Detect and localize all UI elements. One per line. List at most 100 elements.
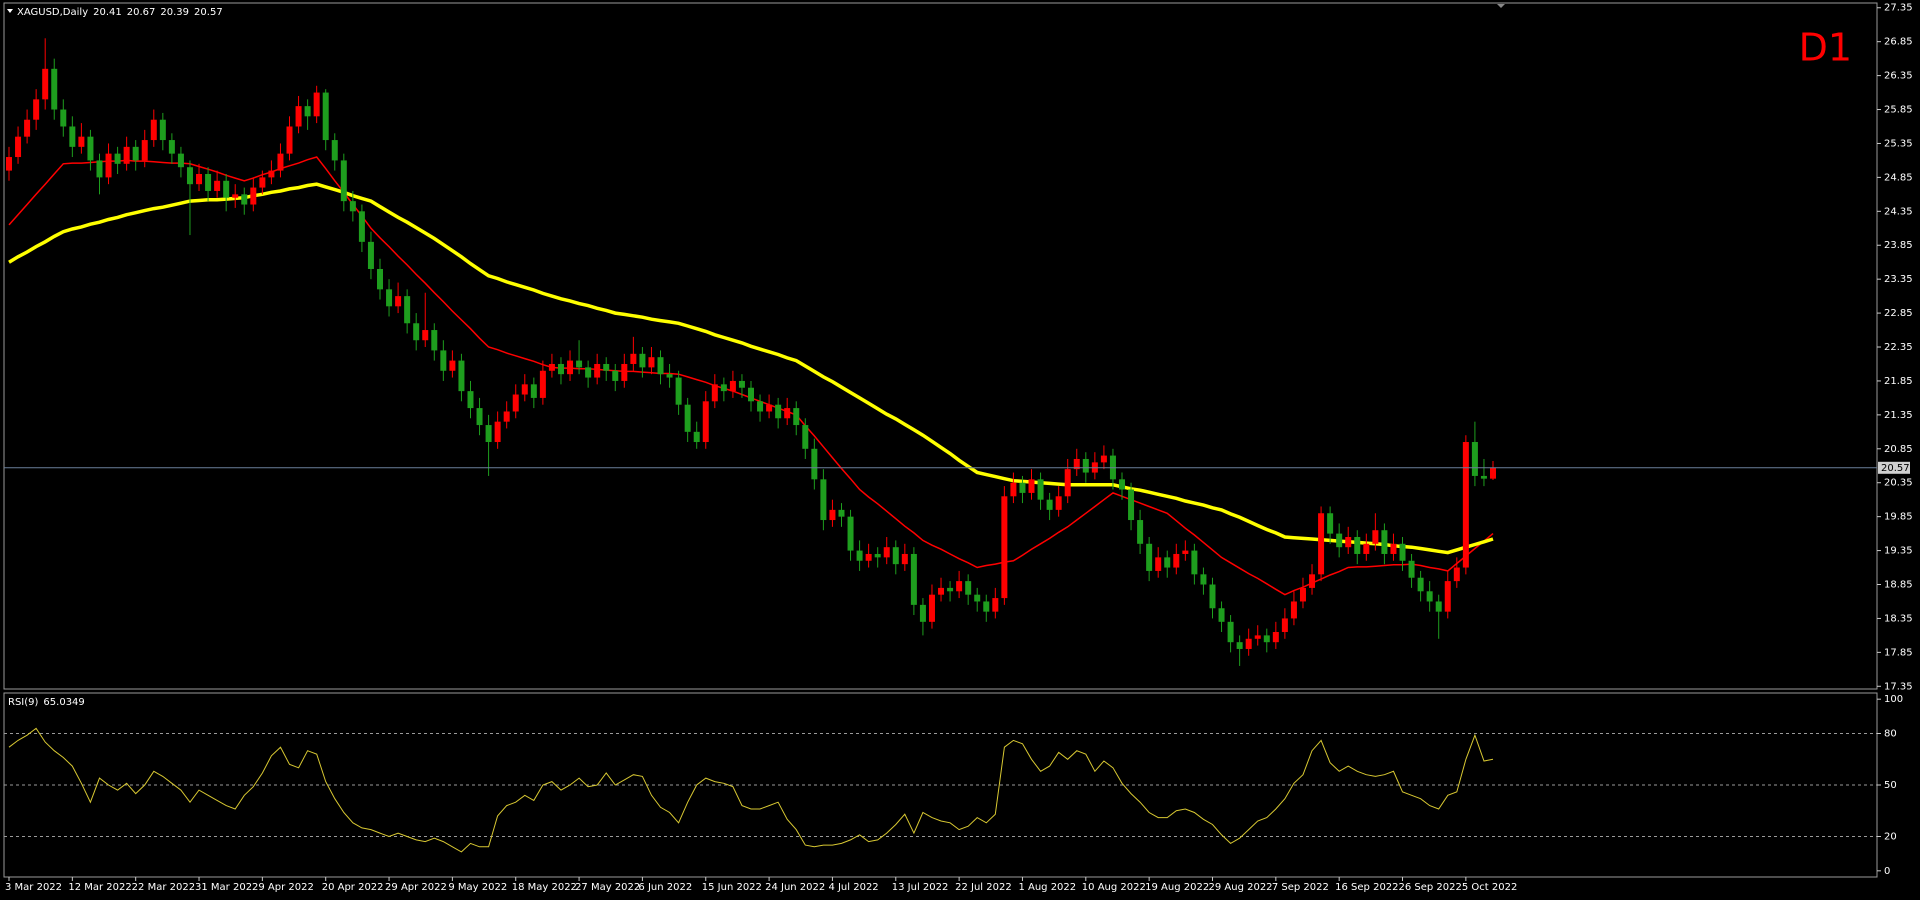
candle-body [404, 296, 411, 324]
candle-body [1399, 543, 1406, 561]
shift-marker[interactable] [1497, 4, 1505, 8]
candle-body [96, 160, 103, 178]
candle-body [838, 509, 845, 517]
candle-body [259, 177, 266, 188]
candle-body [965, 581, 972, 595]
candle-body [711, 384, 718, 402]
y-tick-label: 20.35 [1884, 478, 1913, 489]
candle-body [1327, 513, 1334, 534]
y-tick-label: 23.35 [1884, 274, 1913, 285]
y-tick-label: 17.85 [1884, 647, 1913, 658]
candle-body [992, 598, 999, 612]
x-tick-label: 13 Jul 2022 [892, 882, 949, 893]
candle-body [983, 601, 990, 612]
x-tick-label: 15 Jun 2022 [702, 882, 762, 893]
y-tick-label: 23.85 [1884, 240, 1913, 251]
candle-body [657, 357, 664, 375]
y-tick-label: 24.35 [1884, 206, 1913, 217]
candle-body [1417, 577, 1424, 592]
candle-body [1064, 469, 1071, 497]
x-tick-label: 19 Aug 2022 [1145, 882, 1209, 893]
candle-body [214, 180, 221, 191]
candle-body [60, 109, 67, 127]
candle-body [956, 581, 963, 592]
candle-body [594, 363, 601, 378]
candle-body [938, 587, 945, 595]
candle-body [539, 370, 546, 398]
candle-body [277, 153, 284, 171]
candle-body [395, 296, 402, 307]
candle-body [268, 170, 275, 178]
candle-body [304, 106, 311, 117]
candle-body [377, 268, 383, 290]
candle-body [530, 384, 537, 398]
candle-body [6, 157, 12, 171]
candle-body [440, 350, 447, 371]
candle-body [919, 604, 926, 622]
candle-body [1119, 479, 1125, 490]
candle-body [901, 553, 908, 565]
candle-body [521, 384, 528, 395]
indicator-line [8, 727, 1494, 853]
candle-body [1480, 475, 1487, 479]
y-tick-label: 19.35 [1884, 546, 1913, 557]
candle-body [820, 479, 827, 521]
y-tick-label: 21.85 [1884, 376, 1913, 387]
candle-body [1309, 574, 1316, 588]
header-text: 20.67 [127, 7, 156, 18]
y-tick-label: 22.35 [1884, 342, 1913, 353]
candle-body [1281, 618, 1288, 633]
x-tick-label: 24 Jun 2022 [765, 882, 825, 893]
candle-body [1082, 458, 1089, 473]
y-tick-label: 26.35 [1884, 71, 1913, 82]
candle-body [196, 173, 203, 185]
candle-body [223, 180, 230, 198]
panel-header: XAGUSD,Daily 20.41 20.67 20.39 20.57 [17, 7, 223, 18]
y-tick-label: 25.35 [1884, 138, 1913, 149]
candle-body [386, 289, 393, 307]
candle-body [512, 394, 519, 412]
candle-body [811, 448, 818, 480]
candle-body [1227, 621, 1234, 643]
candle-body [168, 140, 175, 154]
candle-body [123, 146, 130, 164]
candle-body [793, 408, 800, 426]
header-text: XAGUSD,Daily [17, 7, 88, 18]
candle-body [1254, 635, 1261, 639]
candle-body [639, 353, 646, 368]
candle-body [42, 68, 49, 100]
y-tick-label: 27.35 [1884, 3, 1913, 14]
indicator-line [8, 182, 1494, 555]
x-tick-label: 31 Mar 2022 [195, 882, 258, 893]
candle-body [883, 547, 890, 558]
candle-body [1471, 442, 1478, 476]
candle-body [186, 167, 193, 185]
candle-body [1299, 587, 1306, 602]
x-tick-label: 9 Apr 2022 [258, 882, 313, 893]
candle-body [205, 173, 212, 191]
candle-body [1345, 537, 1352, 548]
x-tick-label: 5 Oct 2022 [1462, 882, 1517, 893]
candle-body [666, 374, 673, 378]
candle-body [1408, 560, 1415, 578]
candle-body [1028, 479, 1035, 493]
candle-body [449, 360, 456, 371]
candle-body [1236, 642, 1243, 649]
candle-body [1055, 496, 1062, 510]
candle-body [738, 380, 745, 388]
candle-body [585, 367, 592, 378]
candle-body [757, 401, 764, 412]
candle-body [947, 587, 954, 592]
candle-body [250, 187, 257, 205]
candle-body [78, 136, 85, 147]
candle-body [1444, 581, 1451, 612]
candle-body [928, 594, 935, 622]
x-tick-label: 27 May 2022 [575, 882, 640, 893]
candle-body [1128, 489, 1135, 521]
candle-body [1100, 455, 1107, 463]
y-tick-label: 80 [1884, 729, 1897, 740]
candle-body [24, 119, 31, 137]
menu-arrow[interactable] [7, 9, 13, 13]
candle-body [1164, 557, 1171, 568]
candle-body [286, 126, 293, 154]
